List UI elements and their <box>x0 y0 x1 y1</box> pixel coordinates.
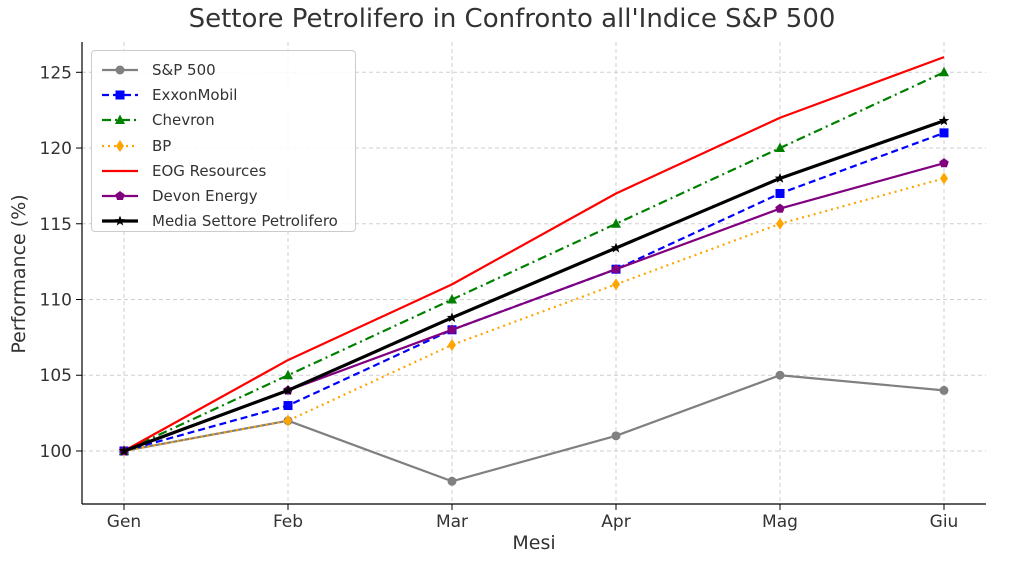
legend-item-eog-resources: EOG Resources <box>100 158 347 183</box>
legend-label: BP <box>152 136 172 155</box>
legend-marker <box>115 114 125 125</box>
data-point-bp <box>940 172 948 185</box>
legend-item-devon-energy: Devon Energy <box>100 183 347 208</box>
legend-swatch <box>102 169 138 172</box>
data-point-chevron <box>939 66 949 77</box>
data-point-chevron <box>775 142 785 153</box>
legend-marker <box>114 215 126 226</box>
x-tick-label: Mag <box>762 512 798 532</box>
data-point-s-p-500 <box>775 370 785 380</box>
data-point-devon-energy <box>775 203 785 213</box>
legend-item-media-settore-petrolifero: Media Settore Petrolifero <box>100 209 347 234</box>
data-point-devon-energy <box>939 158 949 168</box>
y-tick-label: 110 <box>40 291 72 311</box>
data-point-chevron <box>283 369 293 380</box>
data-point-devon-energy <box>447 324 457 334</box>
legend-item-bp: BP <box>100 133 347 158</box>
legend-swatch <box>102 215 138 226</box>
x-tick-label: Giu <box>930 512 959 532</box>
y-axis-label: Performance (%) <box>8 194 30 354</box>
data-point-media-settore-petrolifero <box>938 115 950 126</box>
data-point-bp <box>776 217 784 230</box>
data-point-chevron <box>611 218 621 228</box>
x-axis-label: Mesi <box>512 532 556 554</box>
data-point-bp <box>612 278 620 291</box>
legend: S&P 500 ExxonMobil Chevron BP EOG Resources D… <box>91 50 356 232</box>
y-tick-label: 125 <box>40 63 72 83</box>
x-tick-label: Feb <box>273 512 303 532</box>
data-point-chevron <box>447 294 457 304</box>
legend-label: EOG Resources <box>152 161 267 180</box>
data-point-media-settore-petrolifero <box>118 445 130 456</box>
data-point-exxonmobil <box>939 128 949 138</box>
y-tick-label: 120 <box>40 139 72 159</box>
legend-label: Media Settore Petrolifero <box>152 212 338 231</box>
series-eog-resources <box>123 56 945 452</box>
legend-swatch <box>102 191 138 201</box>
legend-swatch <box>102 90 138 100</box>
legend-swatch <box>102 114 138 125</box>
data-point-s-p-500 <box>939 385 949 395</box>
legend-item-s-p-500: S&P 500 <box>100 57 347 82</box>
x-tick-label: Apr <box>601 512 630 532</box>
y-tick-label: 115 <box>40 215 72 235</box>
series-line-media-settore-petrolifero <box>123 119 945 453</box>
series-line-eog-resources <box>123 56 945 452</box>
legend-marker <box>116 139 124 152</box>
data-point-media-settore-petrolifero <box>774 172 786 183</box>
legend-item-chevron: Chevron <box>100 108 347 133</box>
series-line-s-p-500 <box>123 374 945 483</box>
data-point-exxonmobil <box>283 401 293 411</box>
series-line-bp <box>123 177 945 453</box>
legend-label: Chevron <box>152 111 215 130</box>
chart-title: Settore Petrolifero in Confronto all'Ind… <box>188 4 836 34</box>
data-point-bp <box>284 414 292 427</box>
data-point-media-settore-petrolifero <box>610 242 622 253</box>
legend-marker <box>115 65 125 75</box>
legend-label: S&P 500 <box>152 60 216 79</box>
series-layer <box>118 56 950 486</box>
legend-label: ExxonMobil <box>152 85 238 104</box>
y-tick-label: 100 <box>40 442 72 462</box>
data-point-devon-energy <box>611 264 621 274</box>
data-point-s-p-500 <box>611 431 621 441</box>
data-point-bp <box>448 338 456 351</box>
series-line-chevron <box>123 71 945 452</box>
legend-marker <box>115 90 125 100</box>
axes: 100 105 110 115 120 125 Gen Feb Mar Apr Mag Giu <box>40 42 986 532</box>
legend-swatch <box>102 65 138 75</box>
data-point-s-p-500 <box>447 476 457 486</box>
y-tick-label: 105 <box>40 366 72 386</box>
data-point-media-settore-petrolifero <box>446 312 458 323</box>
x-tick-label: Gen <box>107 512 141 532</box>
data-point-exxonmobil <box>775 188 785 198</box>
data-point-media-settore-petrolifero <box>282 384 294 395</box>
legend-marker <box>115 191 125 201</box>
x-tick-label: Mar <box>436 512 468 532</box>
series-media-settore-petrolifero <box>118 115 950 456</box>
legend-label: Devon Energy <box>152 187 258 206</box>
legend-item-exxonmobil: ExxonMobil <box>100 82 347 107</box>
legend-swatch <box>102 139 138 152</box>
